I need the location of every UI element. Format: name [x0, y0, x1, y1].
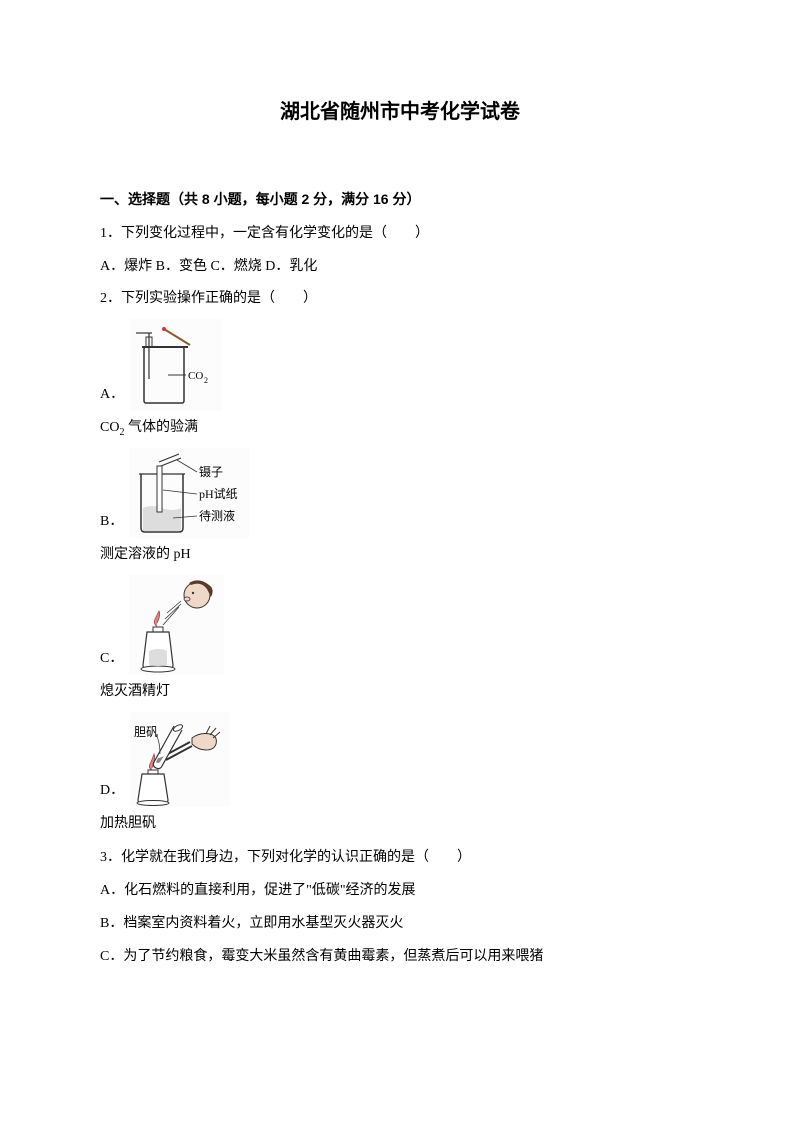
question-3-option-c: C．为了节约粮食，霉变大米虽然含有黄曲霉素，但蒸煮后可以用来喂猪 [100, 942, 700, 973]
option-c-caption: 熄灭酒精灯 [100, 677, 700, 708]
option-b-label: B． [100, 507, 123, 538]
label-ph-paper: pH试纸 [199, 486, 238, 501]
question-1-stem: 1．下列变化过程中，一定含有化学变化的是（ ） [100, 219, 700, 250]
question-2-option-a: A． CO 2 [100, 319, 700, 411]
question-3-option-a: A．化石燃料的直接利用，促进了"低碳"经济的发展 [100, 876, 700, 907]
question-3-stem: 3．化学就在我们身边，下列对化学的认识正确的是（ ） [100, 843, 700, 874]
question-2-option-d: D． 胆矾 [100, 712, 700, 807]
label-tweezers: 镊子 [199, 465, 223, 479]
option-a-caption: CO2 气体的验满 [100, 413, 700, 444]
section-header: 一、选择题（共 8 小题，每小题 2 分，满分 16 分） [100, 184, 700, 215]
question-1-options: A．爆炸 B．变色 C．燃烧 D．乳化 [100, 252, 700, 283]
option-a-label: A． [100, 380, 124, 411]
svg-text:CO: CO [188, 370, 203, 382]
blow-out-lamp-diagram [129, 575, 224, 675]
page-title: 湖北省随州市中考化学试卷 [100, 90, 700, 134]
option-d-caption: 加热胆矾 [100, 809, 700, 840]
co2-verification-diagram: CO 2 [130, 319, 222, 411]
option-b-caption: 测定溶液的 pH [100, 540, 700, 571]
svg-text:2: 2 [204, 376, 208, 385]
question-2-option-c: C． [100, 575, 700, 675]
option-d-label: D． [100, 776, 124, 807]
question-3-option-b: B．档案室内资料着火，立即用水基型灭火器灭火 [100, 909, 700, 940]
label-vitriol: 胆矾 [134, 725, 158, 739]
option-c-label: C． [100, 644, 123, 675]
question-2-stem: 2．下列实验操作正确的是（ ） [100, 284, 700, 315]
label-solution: 待测液 [199, 508, 235, 523]
ph-test-diagram: 镊子 pH试纸 待测液 [129, 448, 249, 538]
question-2-option-b: B． 镊子 pH试纸 待测液 [100, 448, 700, 538]
heat-vitriol-diagram: 胆矾 [130, 712, 230, 807]
